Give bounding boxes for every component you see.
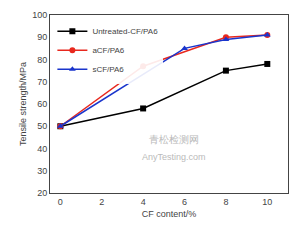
svg-text:20: 20 bbox=[37, 188, 47, 198]
svg-text:Untreated-CF/PA6: Untreated-CF/PA6 bbox=[92, 27, 158, 36]
svg-text:Tensile strength/MPa: Tensile strength/MPa bbox=[18, 62, 28, 146]
svg-text:90: 90 bbox=[37, 32, 47, 42]
svg-text:50: 50 bbox=[37, 121, 47, 131]
svg-text:2: 2 bbox=[99, 197, 104, 207]
svg-text:sCF/PA6: sCF/PA6 bbox=[92, 65, 124, 74]
svg-text:8: 8 bbox=[223, 197, 228, 207]
svg-text:60: 60 bbox=[37, 99, 47, 109]
svg-text:aCF/PA6: aCF/PA6 bbox=[92, 46, 124, 55]
svg-text:青松检测网: 青松检测网 bbox=[149, 134, 199, 145]
svg-text:AnyTesting.com: AnyTesting.com bbox=[142, 152, 206, 162]
svg-text:CF content/%: CF content/% bbox=[142, 209, 197, 219]
svg-text:80: 80 bbox=[37, 55, 47, 65]
svg-text:0: 0 bbox=[58, 197, 63, 207]
svg-text:4: 4 bbox=[141, 197, 146, 207]
svg-text:10: 10 bbox=[262, 197, 272, 207]
svg-text:30: 30 bbox=[37, 166, 47, 176]
svg-text:100: 100 bbox=[32, 10, 47, 20]
svg-text:40: 40 bbox=[37, 144, 47, 154]
svg-text:70: 70 bbox=[37, 77, 47, 87]
svg-text:6: 6 bbox=[182, 197, 187, 207]
